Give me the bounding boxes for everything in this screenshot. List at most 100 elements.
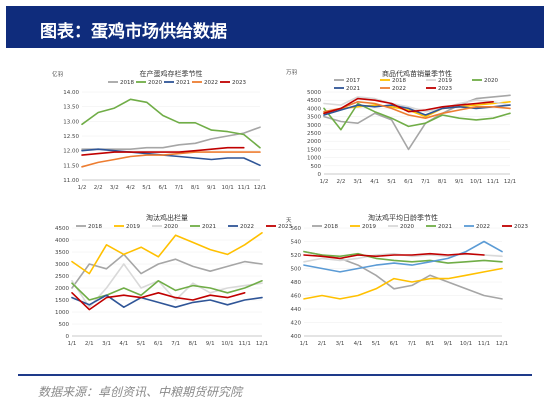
x-tick-label: 10/1	[470, 179, 482, 185]
legend-label: 2020	[400, 224, 414, 230]
x-tick-label: 12/1	[254, 185, 266, 191]
legend-label: 2023	[278, 224, 292, 230]
x-tick-label: 4/2	[126, 185, 135, 191]
y-tick-label: 460	[291, 294, 302, 300]
legend-label: 2020	[164, 224, 178, 230]
x-tick-label: 6/1	[154, 341, 163, 347]
y-tick-label: 11.50	[63, 163, 79, 169]
x-tick-label: 11/1	[478, 341, 490, 347]
x-tick-label: 1/1	[300, 341, 309, 347]
series-line-2020	[323, 102, 511, 131]
series-line-2021	[81, 148, 261, 167]
y-tick-label: 2500	[55, 274, 69, 280]
legend-label: 2021	[438, 224, 452, 230]
header-banner: 图表：蛋鸡市场供给数据	[6, 6, 544, 48]
x-tick-label: 7/1	[171, 341, 180, 347]
x-tick-label: 8/1	[438, 179, 447, 185]
legend-label: 2018	[88, 224, 102, 230]
legend-label: 2020	[484, 78, 498, 84]
x-tick-label: 6/1	[158, 185, 167, 191]
y-unit-label: 万羽	[286, 69, 297, 76]
x-tick-label: 4/1	[119, 341, 128, 347]
series-line-2019	[323, 96, 511, 113]
y-tick-label: 420	[291, 321, 302, 327]
legend-label: 2019	[362, 224, 376, 230]
x-tick-label: 1/2	[78, 185, 87, 191]
legend-label: 2018	[324, 224, 338, 230]
y-tick-label: 3500	[55, 250, 69, 256]
y-tick-label: 11.00	[63, 178, 79, 184]
chart-culled-age: 淘汰鸡平均日龄季节性 天 400 420 440 460 480 500 520 540 560 1/…	[286, 213, 528, 347]
legend-label: 2018	[392, 78, 406, 84]
x-tick-label: 9/1	[455, 179, 464, 185]
x-tick-label: 11/1	[487, 179, 499, 185]
legend-label: 2021	[176, 80, 190, 86]
y-tick-label: 4000	[307, 106, 321, 112]
legend-label: 2023	[438, 86, 452, 92]
x-tick-label: 10/1	[221, 341, 233, 347]
y-tick-label: 13.00	[63, 119, 79, 125]
y-tick-label: 540	[291, 240, 302, 246]
y-unit-label: 亿羽	[52, 70, 63, 78]
y-tick-label: 2000	[55, 286, 69, 292]
x-tick-label: 8/1	[191, 185, 200, 191]
x-tick-label: 12/1	[496, 341, 508, 347]
series-line-2022	[323, 101, 511, 119]
legend-label: 2019	[126, 224, 140, 230]
series-line-2022	[303, 240, 503, 273]
data-source: 数据来源：卓创资讯、中粮期货研究院	[38, 385, 243, 399]
chart-title: 商品代鸡苗销量季节性	[382, 69, 452, 78]
series-line-2018	[303, 250, 503, 300]
y-tick-label: 500	[291, 267, 302, 273]
series-line-2023	[81, 146, 245, 156]
page-title: 图表：蛋鸡市场供给数据	[40, 22, 227, 42]
x-tick-label: 10/1	[460, 341, 472, 347]
footer-divider	[18, 374, 532, 376]
series-line-2017	[323, 94, 511, 151]
x-tick-label: 12/1	[256, 341, 268, 347]
legend-label: 2020	[148, 80, 162, 86]
chart-title: 淘汰鸡出栏量	[146, 213, 188, 222]
y-tick-label: 14.00	[63, 90, 79, 96]
y-tick-label: 560	[291, 226, 302, 232]
y-tick-label: 3000	[55, 262, 69, 268]
y-tick-label: 12.00	[63, 149, 79, 155]
series-line-2022	[71, 294, 263, 308]
x-tick-label: 3/1	[353, 179, 362, 185]
y-tick-label: 1500	[55, 298, 69, 304]
y-tick-label: 4500	[307, 98, 321, 104]
x-tick-label: 9/1	[207, 185, 216, 191]
series-line-2023	[71, 292, 246, 311]
y-tick-label: 480	[291, 280, 302, 286]
series-line-2023	[323, 97, 494, 115]
y-tick-label: 2000	[307, 139, 321, 145]
x-tick-label: 3/2	[110, 185, 119, 191]
legend-label: 2019	[438, 78, 452, 84]
y-tick-label: 0	[318, 172, 322, 178]
series-line-2019	[71, 232, 263, 275]
legend-label: 2017	[346, 78, 360, 84]
y-tick-label: 3000	[307, 123, 321, 129]
x-tick-label: 9/1	[444, 341, 453, 347]
x-tick-label: 2/1	[85, 341, 94, 347]
y-tick-label: 5000	[307, 90, 321, 96]
x-tick-label: 5/1	[137, 341, 146, 347]
x-tick-label: 7/1	[421, 179, 430, 185]
y-tick-label: 0	[66, 334, 70, 340]
x-tick-label: 12/1	[504, 179, 516, 185]
x-tick-label: 7/1	[175, 185, 184, 191]
y-tick-label: 4500	[55, 226, 69, 232]
y-tick-label: 440	[291, 307, 302, 313]
y-tick-label: 12.50	[63, 134, 79, 140]
x-tick-label: 2/2	[94, 185, 103, 191]
x-tick-label: 7/1	[408, 341, 417, 347]
x-tick-label: 8/1	[188, 341, 197, 347]
series-line-2023	[303, 252, 485, 260]
y-tick-label: 400	[291, 334, 302, 340]
x-tick-label: 5/1	[372, 341, 381, 347]
legend-label: 2023	[232, 80, 246, 86]
legend-label: 2018	[120, 80, 134, 86]
chart-layer-inventory: 在产蛋鸡存栏季节性 亿羽 11.00 11.50 12.00 12.50 13.00 13.5…	[52, 69, 266, 191]
x-tick-label: 3/1	[102, 341, 111, 347]
series-line-2022	[81, 151, 261, 168]
